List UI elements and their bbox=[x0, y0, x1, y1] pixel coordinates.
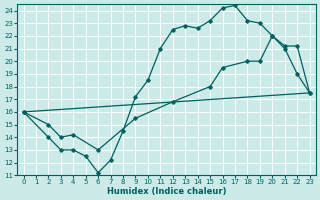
X-axis label: Humidex (Indice chaleur): Humidex (Indice chaleur) bbox=[107, 187, 226, 196]
